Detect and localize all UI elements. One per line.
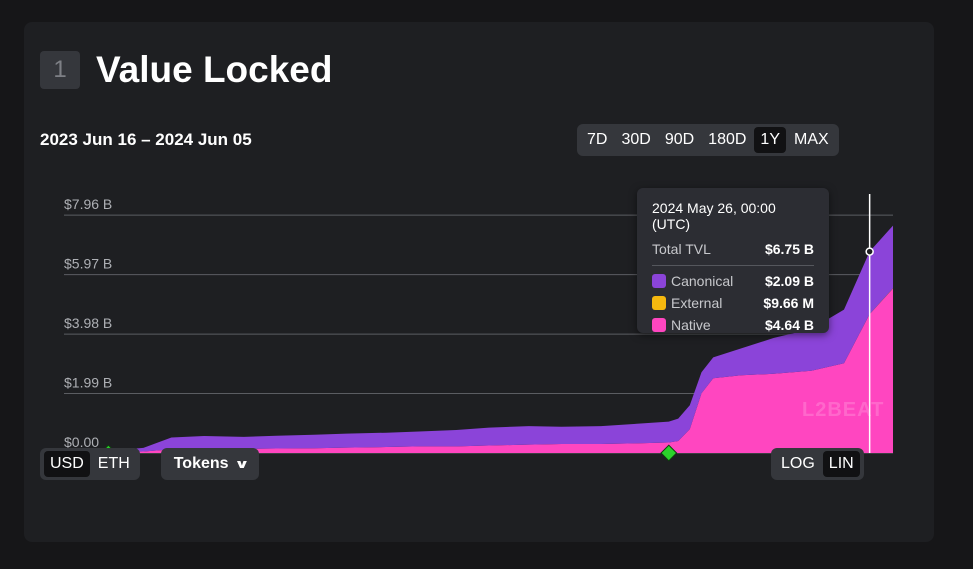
scale-lin[interactable]: LIN — [822, 451, 860, 477]
native-swatch — [652, 318, 666, 332]
hover-point — [865, 247, 874, 256]
tooltip-date: 2024 May 26, 00:00 (UTC) — [652, 200, 776, 232]
external-swatch — [652, 296, 666, 310]
timeframe-30d[interactable]: 30D — [621, 131, 651, 148]
scale-log[interactable]: LOG — [781, 455, 815, 472]
timeframe-7d[interactable]: 7D — [587, 131, 608, 148]
timeframe-max[interactable]: MAX — [794, 131, 829, 148]
y-tick-label: $0.00 — [64, 434, 99, 450]
timeframe-selector: 7D 30D 90D 180D 1Y MAX — [577, 124, 839, 156]
page-title: Value Locked — [96, 49, 333, 90]
tooltip-total-label: Total TVL — [652, 241, 711, 257]
tokens-label: Tokens — [173, 455, 229, 472]
y-tick-label: $3.98 B — [64, 315, 112, 331]
tooltip-canonical-label: Canonical — [671, 273, 734, 289]
timeframe-1y[interactable]: 1Y — [754, 127, 786, 153]
series-area-native — [64, 288, 893, 453]
canonical-swatch — [652, 274, 666, 288]
timeframe-180d[interactable]: 180D — [708, 131, 747, 148]
timeframe-90d[interactable]: 90D — [664, 131, 695, 148]
unit-usd[interactable]: USD — [44, 451, 90, 477]
l2beat-watermark: L2BEAT — [802, 399, 885, 421]
tooltip-canonical-value: $2.09 B — [764, 273, 814, 289]
y-tick-label: $5.97 B — [64, 256, 112, 272]
tooltip-native-label: Native — [671, 317, 711, 333]
tokens-dropdown[interactable]: Tokens ∨ — [161, 448, 259, 480]
tooltip-total-value: $6.75 B — [764, 241, 814, 257]
scale-selector: LOG LIN — [771, 448, 864, 480]
y-tick-label: $7.96 B — [64, 196, 112, 212]
tooltip-native-value: $4.64 B — [764, 317, 814, 333]
unit-eth[interactable]: ETH — [97, 455, 130, 472]
y-tick-label: $1.99 B — [64, 375, 112, 391]
tooltip-divider — [652, 265, 814, 266]
chevron-down-icon: ∨ — [233, 457, 250, 471]
chart-tooltip: 2024 May 26, 00:00 (UTC) Total TVL $6.75… — [637, 188, 829, 333]
event-marker — [660, 444, 678, 462]
tooltip-external-value: $9.66 M — [763, 295, 814, 311]
date-range: 2023 Jun 16 – 2024 Jun 05 — [40, 130, 252, 149]
unit-selector: USD ETH — [40, 448, 140, 480]
tooltip-external-label: External — [671, 295, 723, 311]
section-number: 1 — [40, 51, 80, 89]
